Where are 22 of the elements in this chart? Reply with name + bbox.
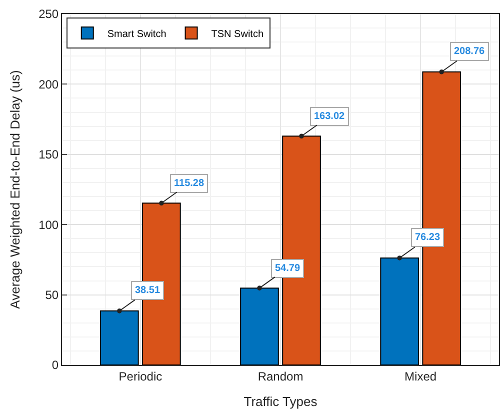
x-tick-label: Mixed <box>404 369 437 384</box>
data-label: 38.51 <box>135 285 160 296</box>
y-tick-label: 200 <box>38 77 59 92</box>
data-label: 115.28 <box>174 178 204 189</box>
y-axis-title: Average Weighted End-to-End Delay (us) <box>8 70 23 309</box>
legend-label: TSN Switch <box>211 28 264 40</box>
y-tick-label: 250 <box>38 7 59 22</box>
y-tick-label: 0 <box>52 358 59 372</box>
data-label: 208.76 <box>454 46 486 57</box>
y-tick-label: 150 <box>38 148 59 162</box>
data-label: 163.02 <box>314 111 346 122</box>
data-label: 54.79 <box>275 263 300 274</box>
x-tick-label: Periodic <box>118 369 162 384</box>
legend-label: Smart Switch <box>107 28 166 40</box>
bar <box>240 288 279 365</box>
bar <box>380 257 419 365</box>
x-tick-label: Random <box>258 369 304 384</box>
x-axis-title: Traffic Types <box>244 394 318 409</box>
data-label: 76.23 <box>415 232 440 243</box>
bar <box>100 310 139 365</box>
y-tick-label: 50 <box>45 288 59 302</box>
y-tick-label: 100 <box>38 218 59 232</box>
